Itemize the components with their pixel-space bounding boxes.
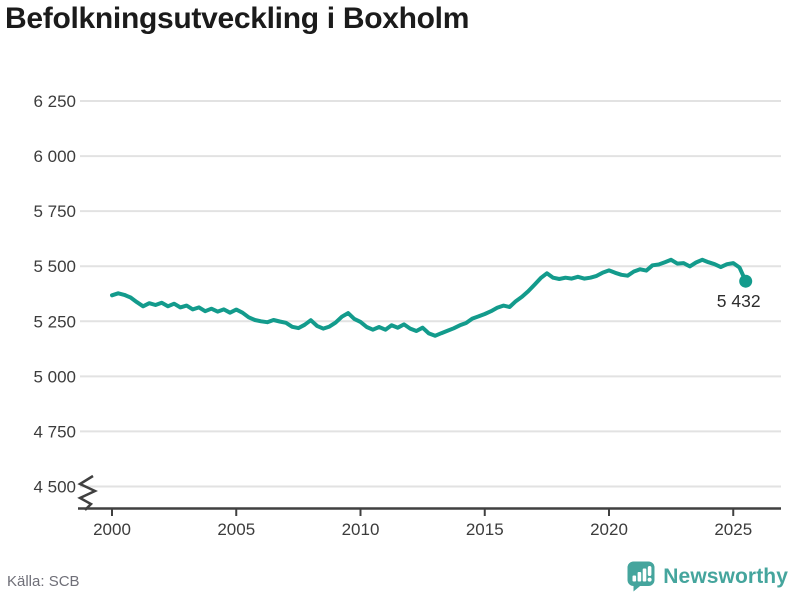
- brand-name: Newsworthy: [663, 564, 788, 588]
- x-tick-label: 2020: [590, 520, 628, 539]
- x-tick-label: 2015: [466, 520, 504, 539]
- end-point-dot: [739, 274, 753, 288]
- y-tick-label: 4 500: [33, 478, 76, 497]
- newsworthy-logo[interactable]: Newsworthy: [627, 561, 788, 592]
- y-axis-labels: 4 500 4 750 5 000 5 250 5 500 5 750 6 000 6 250: [33, 92, 76, 497]
- y-gridlines: [80, 100, 781, 488]
- axis-break-icon: [77, 474, 98, 511]
- x-tick-label: 2000: [93, 520, 131, 539]
- chart-title: Befolkningsutveckling i Boxholm: [5, 2, 470, 35]
- y-tick-label: 5 000: [33, 367, 76, 386]
- x-tick-label: 2010: [342, 520, 380, 539]
- source-label: Källa: SCB: [7, 573, 80, 590]
- x-axis-labels: 2000 2005 2010 2015 2020 2025: [93, 520, 752, 539]
- end-point-label: 5 432: [717, 291, 761, 311]
- y-tick-label: 5 250: [33, 312, 76, 331]
- y-tick-label: 6 250: [33, 92, 76, 111]
- population-chart: 4 500 4 750 5 000 5 250 5 500 5 750 6 000 6 250…: [33, 92, 781, 539]
- y-tick-label: 5 750: [33, 202, 76, 221]
- population-series-line: [110, 257, 748, 338]
- x-tick-label: 2025: [714, 520, 752, 539]
- x-axis-ticks: [111, 508, 735, 516]
- x-tick-label: 2005: [217, 520, 255, 539]
- y-tick-label: 5 500: [33, 257, 76, 276]
- newsworthy-logo-icon: [627, 561, 655, 592]
- y-tick-label: 4 750: [33, 422, 76, 441]
- y-tick-label: 6 000: [33, 147, 76, 166]
